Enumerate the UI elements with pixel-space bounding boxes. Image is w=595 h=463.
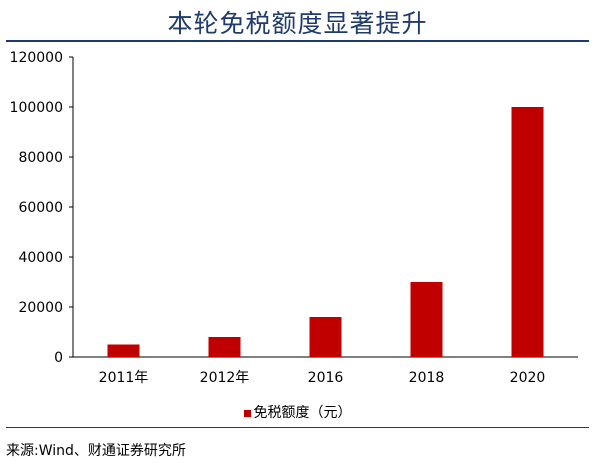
y-tick-label: 80000 bbox=[18, 150, 63, 166]
y-tick-label: 100000 bbox=[10, 100, 63, 116]
bar bbox=[511, 107, 544, 357]
y-tick-label: 40000 bbox=[18, 250, 63, 266]
footer-divider bbox=[6, 427, 589, 428]
bar bbox=[107, 344, 140, 357]
x-tick-label: 2020 bbox=[510, 370, 546, 386]
title-divider bbox=[6, 40, 589, 42]
legend-label: 免税额度（元） bbox=[253, 405, 352, 421]
bar bbox=[208, 337, 241, 357]
chart-title: 本轮免税额度显著提升 bbox=[167, 9, 428, 38]
x-tick-label: 2016 bbox=[308, 370, 344, 386]
source-note: 来源:Wind、财通证券研究所 bbox=[6, 443, 186, 459]
y-tick-label: 20000 bbox=[18, 300, 63, 316]
x-tick-label: 2012年 bbox=[200, 370, 250, 386]
bar bbox=[410, 282, 443, 357]
y-tick-label: 60000 bbox=[18, 200, 63, 216]
y-tick-label: 120000 bbox=[10, 50, 63, 66]
x-tick-label: 2011年 bbox=[99, 370, 149, 386]
y-tick-label: 0 bbox=[54, 350, 63, 366]
bar bbox=[309, 317, 342, 357]
legend-swatch bbox=[243, 409, 251, 417]
x-tick-label: 2018 bbox=[409, 370, 445, 386]
bar-chart: 0 20000 40000 60000 80000 100000 120000 2011年 20… bbox=[10, 50, 578, 386]
legend: 免税额度（元） bbox=[0, 402, 595, 422]
